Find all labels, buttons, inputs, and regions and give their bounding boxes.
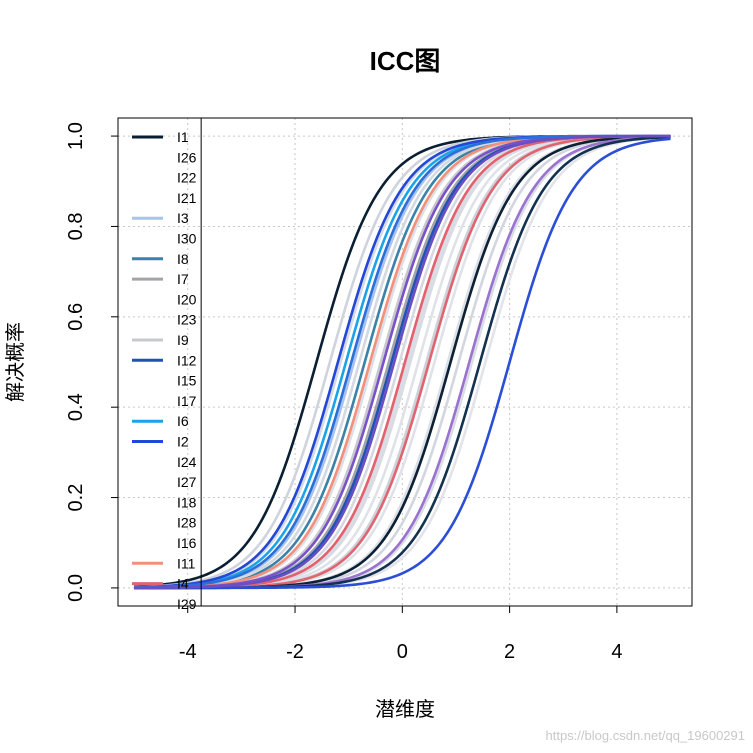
legend-label-i27: I27 (177, 474, 197, 490)
legend-label-i20: I20 (177, 291, 197, 307)
legend-label-i4: I4 (177, 576, 189, 592)
legend-label-i6: I6 (177, 413, 189, 429)
series-line-i31 (134, 137, 671, 590)
legend-label-i16: I16 (177, 535, 197, 551)
legend-label-i21: I21 (177, 190, 197, 206)
series-line-i32 (134, 134, 671, 590)
legend-label-i3: I3 (177, 210, 189, 226)
x-tick-label: 4 (611, 641, 622, 663)
legend-label-i2: I2 (177, 434, 189, 450)
legend-label-i18: I18 (177, 494, 197, 510)
legend-label-i24: I24 (177, 454, 197, 470)
legend-label-i8: I8 (177, 251, 189, 267)
chart-title: ICC图 (370, 46, 441, 76)
y-tick-label: 0.8 (65, 213, 87, 241)
y-tick-label: 0.4 (65, 393, 87, 421)
x-tick-label: -4 (179, 641, 197, 663)
legend-label-i12: I12 (177, 352, 197, 368)
legend-label-i23: I23 (177, 312, 197, 328)
legend: I1 I26 I22 I21 I3 I30 I8 I7 I20 I23 I9 I12 I15 I17 I6 I… (132, 129, 197, 612)
legend-label-i7: I7 (177, 271, 189, 287)
legend-label-i29: I29 (177, 596, 197, 612)
y-axis-label: 解决概率 (3, 322, 27, 402)
legend-label-i15: I15 (177, 373, 197, 389)
x-tick-label: -2 (286, 641, 304, 663)
legend-label-i1: I1 (177, 129, 189, 145)
y-axis: 0.0 0.2 0.4 0.6 0.8 1.0 (65, 122, 118, 602)
watermark-text: https://blog.csdn.net/qq_19600291 (546, 728, 746, 743)
legend-label-i9: I9 (177, 332, 189, 348)
curves (134, 134, 671, 590)
legend-label-i30: I30 (177, 231, 197, 247)
y-tick-label: 0.0 (65, 574, 87, 602)
y-tick-label: 0.6 (65, 303, 87, 331)
x-tick-label: 2 (504, 641, 515, 663)
legend-label-i28: I28 (177, 515, 197, 531)
x-axis-label: 潜维度 (375, 697, 435, 721)
legend-label-i11: I11 (177, 555, 196, 571)
x-axis: -4 -2 0 2 4 (179, 605, 622, 663)
legend-label-i26: I26 (177, 149, 197, 165)
y-tick-label: 1.0 (65, 122, 87, 150)
legend-label-i22: I22 (177, 170, 197, 186)
legend-label-i17: I17 (177, 393, 197, 409)
y-tick-label: 0.2 (65, 484, 87, 512)
x-tick-label: 0 (397, 641, 408, 663)
